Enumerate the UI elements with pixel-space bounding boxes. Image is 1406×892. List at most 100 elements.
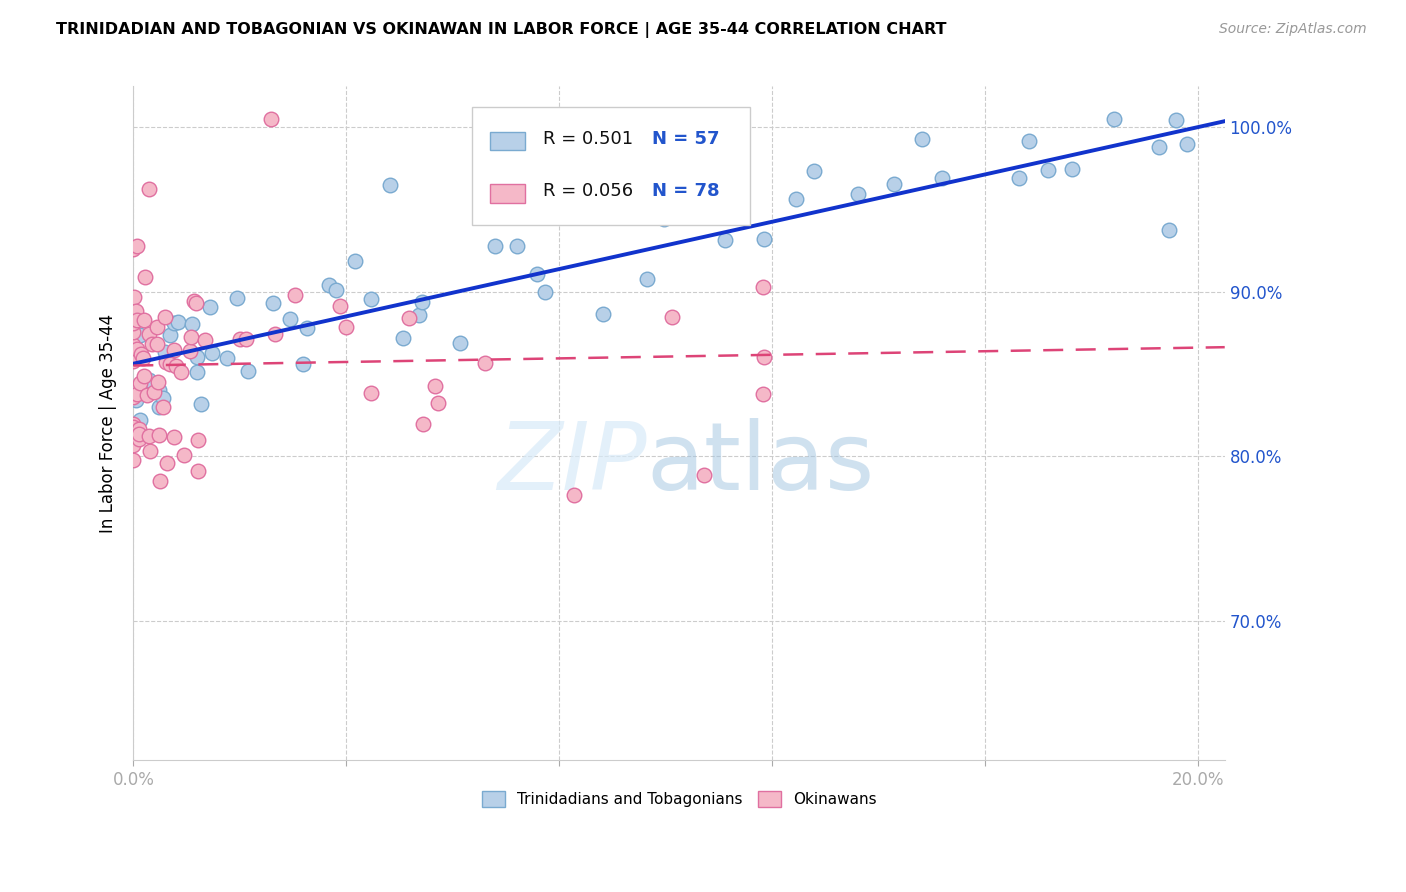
Point — [122, 350, 145, 364]
Point — [122, 242, 145, 256]
Text: N = 57: N = 57 — [652, 130, 720, 148]
Point — [134, 269, 156, 284]
Point — [803, 164, 825, 178]
Point — [752, 387, 775, 401]
Point — [146, 337, 169, 351]
Point — [506, 239, 529, 253]
Point — [652, 212, 675, 227]
Point — [291, 357, 314, 371]
Point — [931, 171, 953, 186]
Point — [122, 316, 145, 330]
Point — [122, 419, 145, 434]
Point — [159, 358, 181, 372]
Text: R = 0.056: R = 0.056 — [543, 182, 633, 200]
Point — [183, 294, 205, 309]
Point — [186, 351, 208, 365]
Point — [163, 316, 186, 330]
Text: Source: ZipAtlas.com: Source: ZipAtlas.com — [1219, 22, 1367, 37]
Point — [848, 186, 870, 201]
Point — [1175, 137, 1198, 152]
Point — [125, 303, 148, 318]
Point — [1038, 163, 1060, 178]
Point — [122, 354, 145, 368]
Point — [200, 346, 222, 360]
Point — [693, 467, 716, 482]
Point — [180, 330, 202, 344]
Text: TRINIDADIAN AND TOBAGONIAN VS OKINAWAN IN LABOR FORCE | AGE 35-44 CORRELATION CH: TRINIDADIAN AND TOBAGONIAN VS OKINAWAN I… — [56, 22, 946, 38]
Point — [128, 376, 150, 390]
Point — [398, 311, 420, 326]
Point — [186, 366, 208, 380]
Point — [187, 434, 209, 448]
Point — [138, 429, 160, 443]
Point — [153, 345, 176, 359]
Point — [138, 326, 160, 341]
Point — [152, 392, 174, 406]
Point — [1164, 113, 1187, 128]
Point — [262, 296, 284, 310]
Point — [129, 327, 152, 342]
Point — [412, 417, 434, 431]
Point — [125, 313, 148, 327]
Point — [122, 290, 145, 304]
Point — [122, 390, 145, 404]
Point — [408, 308, 430, 322]
Point — [380, 178, 402, 193]
Point — [911, 132, 934, 146]
Point — [159, 327, 181, 342]
Point — [562, 488, 585, 502]
Point — [156, 456, 179, 470]
Point — [129, 413, 152, 427]
Point — [335, 320, 357, 334]
Point — [129, 346, 152, 360]
Point — [198, 301, 221, 315]
Point — [295, 321, 318, 335]
Point — [229, 332, 252, 346]
Point — [236, 364, 259, 378]
FancyBboxPatch shape — [491, 184, 524, 203]
Point — [215, 351, 238, 366]
Point — [411, 295, 433, 310]
Point — [148, 384, 170, 398]
Point — [226, 292, 249, 306]
Point — [138, 373, 160, 387]
Point — [132, 369, 155, 384]
Point — [278, 311, 301, 326]
Point — [752, 279, 775, 293]
Point — [169, 365, 191, 379]
Point — [636, 271, 658, 285]
Point — [125, 426, 148, 441]
Point — [534, 285, 557, 299]
Y-axis label: In Labor Force | Age 35-44: In Labor Force | Age 35-44 — [100, 314, 117, 533]
Text: ZIP: ZIP — [496, 418, 647, 509]
Point — [136, 388, 159, 402]
Point — [155, 355, 177, 369]
Point — [162, 343, 184, 357]
Point — [360, 292, 382, 306]
Point — [152, 401, 174, 415]
Point — [128, 422, 150, 436]
Point — [132, 351, 155, 365]
Point — [1157, 223, 1180, 237]
Point — [264, 327, 287, 342]
Point — [141, 336, 163, 351]
Point — [179, 344, 201, 359]
Text: atlas: atlas — [647, 417, 875, 510]
Point — [194, 333, 217, 347]
Point — [329, 299, 352, 313]
Point — [128, 432, 150, 446]
Point — [153, 310, 176, 325]
Point — [186, 296, 208, 310]
Point — [122, 325, 145, 339]
Point — [1062, 161, 1084, 176]
Point — [187, 464, 209, 478]
Point — [122, 437, 145, 451]
Point — [526, 267, 548, 281]
Point — [754, 351, 776, 365]
Point — [754, 232, 776, 246]
Point — [484, 239, 506, 253]
Point — [284, 288, 307, 302]
Point — [260, 112, 283, 127]
Point — [423, 379, 446, 393]
Point — [558, 200, 581, 214]
